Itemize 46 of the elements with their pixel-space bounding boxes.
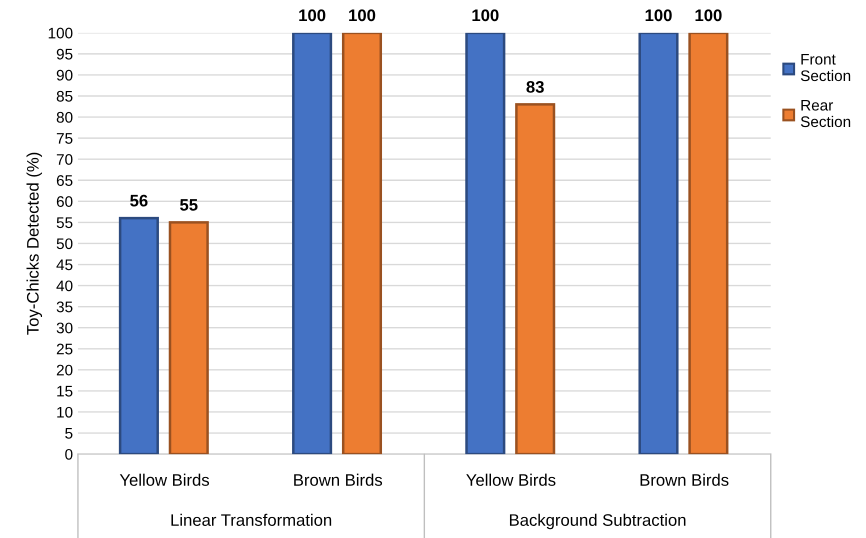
x-tick-label: Brown Birds [640, 474, 728, 486]
y-tick-label: 5 [65, 428, 72, 439]
y-tick-label: 50 [56, 238, 72, 250]
data-label: 100 [696, 9, 722, 22]
data-label: 100 [349, 9, 376, 22]
x-tick-label: Brown Birds [294, 474, 382, 486]
y-axis-title: Toy-Chicks Detected (%) [26, 152, 42, 335]
data-label: 56 [130, 194, 148, 207]
y-tick-label: 80 [56, 112, 72, 123]
x-tick-label: Yellow Birds [466, 474, 556, 486]
data-label: 100 [472, 9, 499, 22]
y-tick-label: 10 [57, 406, 72, 418]
y-tick-label: 35 [56, 302, 72, 312]
y-tick-label: 40 [56, 280, 72, 292]
bar [515, 103, 556, 454]
y-tick-label: 75 [56, 133, 72, 144]
y-tick-label: 90 [56, 70, 72, 81]
y-tick-label: 65 [56, 175, 72, 186]
bar [118, 216, 159, 454]
y-tick-label: 60 [56, 196, 72, 208]
y-tick-label: 45 [56, 260, 72, 270]
data-label: 55 [180, 199, 198, 211]
bar [688, 32, 728, 454]
legend-label: Rear Section [800, 100, 850, 128]
y-tick-label: 20 [56, 364, 72, 376]
data-label: 100 [646, 9, 672, 22]
legend-label: Front Section [800, 54, 850, 82]
y-tick-label: 25 [56, 344, 72, 354]
text: Linear Transformation [171, 514, 332, 526]
y-tick-label: 100 [48, 28, 72, 39]
y-tick-label: 70 [56, 154, 72, 165]
bar [465, 32, 506, 454]
y-tick-label: 95 [56, 48, 72, 60]
y-tick-label: 0 [65, 448, 72, 460]
bar [638, 32, 679, 454]
data-label: 100 [299, 9, 326, 22]
y-tick-label: 85 [56, 90, 72, 102]
bar [168, 221, 209, 454]
text: Background Subtraction [510, 514, 686, 530]
data-label: 83 [526, 81, 544, 93]
y-tick-label: 15 [57, 386, 72, 397]
bar [342, 32, 382, 454]
y-tick-label: 55 [56, 217, 72, 228]
y-tick-label: 30 [56, 322, 72, 334]
bar [292, 32, 332, 454]
x-tick-label: Yellow Birds [120, 474, 210, 486]
